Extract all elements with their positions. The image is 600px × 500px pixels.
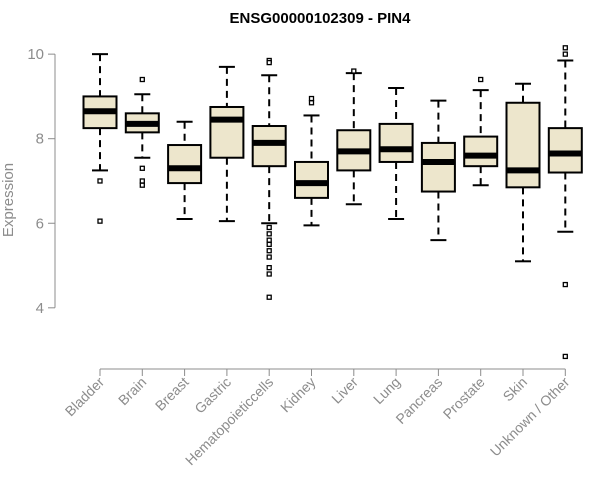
box-group [82,53,118,224]
outlier-point [266,254,272,260]
y-axis-label: Expression [0,163,17,237]
outlier-point [139,178,145,184]
outlier-point [266,264,272,271]
x-tick-label: Liver [328,374,361,407]
outlier-point [266,248,272,254]
outlier-point [308,100,315,106]
x-tick-label: Skin [500,374,531,405]
outlier-point [478,76,484,83]
outlier-point [139,165,145,171]
box-iqr [251,125,287,168]
box-group [378,86,414,221]
outlier-point [308,95,315,102]
y-tick-label: 8 [36,131,44,148]
x-tick-label: Lung [370,374,403,407]
y-tick-label: 6 [36,215,44,232]
box-group [209,65,245,223]
box-group [294,95,329,227]
box-iqr [505,101,541,189]
x-axis: Bladder Brain Breast GastricHematopoieticce… [62,368,573,468]
box-iqr [463,135,499,168]
box-group [167,120,203,221]
box-iqr [294,160,329,199]
x-tick-label: Breast [152,374,192,414]
y-tick-label: 4 [36,300,44,317]
outlier-point [139,76,145,83]
box-group [463,76,499,187]
outlier-point [266,59,272,66]
box-group [124,76,160,188]
outlier-point [139,182,145,188]
outlier-point [562,45,568,51]
x-tick-label: Pancreas [392,374,445,427]
x-tick-label: Kidney [277,374,319,416]
outlier-point [351,68,357,74]
box-group [336,68,372,206]
box-iqr [420,141,456,193]
x-tick-label: Prostate [440,374,488,422]
box-iqr [209,105,245,159]
outlier-point [266,224,272,231]
outlier-point [266,294,272,300]
outlier-point [266,237,272,243]
x-tick-label: Brain [115,374,149,408]
outlier-point [97,178,103,184]
outlier-point [97,218,103,224]
box-group [547,45,583,360]
box-iqr [167,144,203,185]
x-tick-label: Bladder [62,374,108,420]
outlier-point [266,241,272,248]
box-iqr [547,127,583,174]
outlier-point [266,271,272,277]
outlier-point [562,281,568,288]
outlier-point [266,231,272,237]
box-group [420,99,456,242]
box-group [251,57,287,300]
box-series [82,45,583,360]
y-tick-label: 10 [27,46,44,63]
outlier-point [562,51,568,57]
box-iqr [378,122,414,163]
chart-title: ENSG00000102309 - PIN4 [230,10,412,27]
outlier-point [562,353,568,360]
x-tick-label: Unknown / Other [487,374,573,460]
box-group [505,82,541,263]
y-axis: 4 6 8 10 [27,46,56,317]
